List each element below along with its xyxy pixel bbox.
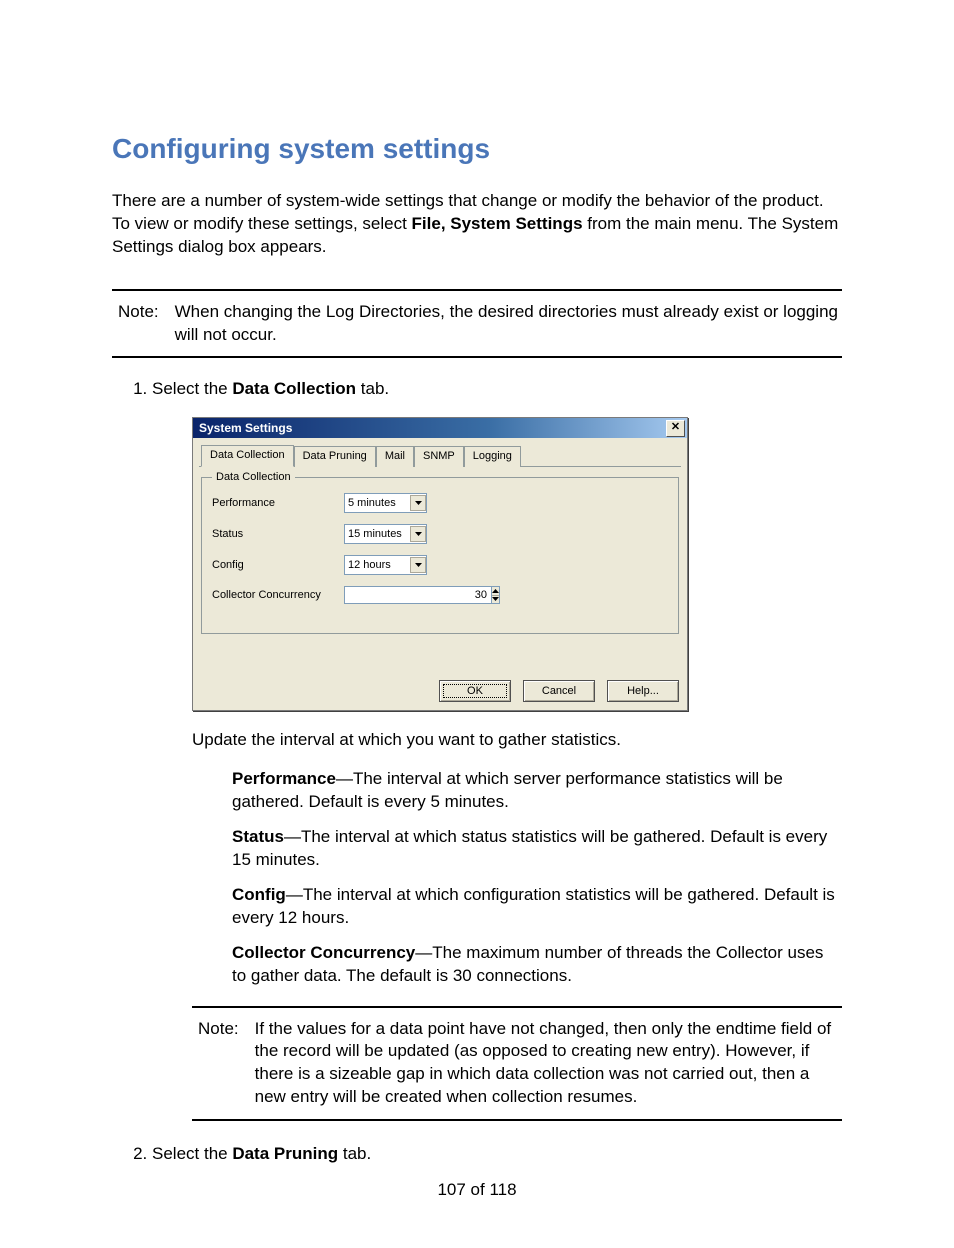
def-config-term: Config [232,885,286,904]
chevron-down-icon [410,526,426,542]
def-performance: Performance—The interval at which server… [232,768,842,814]
chevron-down-icon [410,495,426,511]
note-label: Note: [192,1018,239,1110]
step2-bold: Data Pruning [232,1144,338,1163]
step2-post: tab. [338,1144,371,1163]
note-label: Note: [112,301,159,347]
system-settings-dialog: System Settings ✕ Data Collection Data P… [192,417,688,711]
spin-down-button[interactable] [492,595,499,604]
fieldset-legend: Data Collection [212,470,295,485]
after-dialog-text: Update the interval at which you want to… [192,729,842,752]
step-2: Select the Data Pruning tab. [152,1143,842,1166]
def-config: Config—The interval at which configurati… [232,884,842,930]
concurrency-input[interactable] [344,586,491,604]
config-value: 12 hours [348,558,391,573]
close-button[interactable]: ✕ [666,420,685,437]
concurrency-spinner[interactable] [344,586,422,604]
tab-snmp[interactable]: SNMP [414,446,464,467]
step2-pre: Select the [152,1144,232,1163]
tab-logging[interactable]: Logging [464,446,521,467]
performance-label: Performance [212,496,344,511]
def-performance-term: Performance [232,769,336,788]
tab-mail[interactable]: Mail [376,446,414,467]
status-label: Status [212,527,344,542]
chevron-down-icon [410,557,426,573]
config-label: Config [212,558,344,573]
status-value: 15 minutes [348,527,402,542]
step1-bold: Data Collection [232,379,356,398]
page-heading: Configuring system settings [112,130,842,168]
intro-text-bold: File, System Settings [412,214,583,233]
performance-value: 5 minutes [348,496,396,511]
def-status: Status—The interval at which status stat… [232,826,842,872]
tab-data-pruning[interactable]: Data Pruning [294,446,376,467]
def-concurrency: Collector Concurrency—The maximum number… [232,942,842,988]
dialog-titlebar: System Settings ✕ [193,418,687,438]
data-collection-fieldset: Data Collection Performance 5 minutes [201,477,679,634]
page-number: 107 of 118 [0,1179,954,1202]
intro-paragraph: There are a number of system-wide settin… [112,190,842,259]
step1-post: tab. [356,379,389,398]
config-dropdown[interactable]: 12 hours [344,555,427,575]
spin-up-button[interactable] [492,587,499,595]
tab-row: Data Collection Data Pruning Mail SNMP L… [199,444,681,467]
status-dropdown[interactable]: 15 minutes [344,524,427,544]
step1-pre: Select the [152,379,232,398]
concurrency-label: Collector Concurrency [212,588,344,603]
note-text: When changing the Log Directories, the d… [175,301,842,347]
def-config-desc: —The interval at which configuration sta… [232,885,835,927]
ok-button[interactable]: OK [439,680,511,702]
close-icon: ✕ [671,421,680,433]
def-status-term: Status [232,827,284,846]
note-block-1: Note: When changing the Log Directories,… [112,289,842,359]
help-button[interactable]: Help... [607,680,679,702]
def-concurrency-term: Collector Concurrency [232,943,415,962]
dialog-title: System Settings [199,420,292,436]
step-1: Select the Data Collection tab. System S… [152,378,842,1121]
performance-dropdown[interactable]: 5 minutes [344,493,427,513]
note-block-2: Note: If the values for a data point hav… [192,1006,842,1122]
note-text: If the values for a data point have not … [255,1018,842,1110]
tab-data-collection[interactable]: Data Collection [201,445,294,467]
cancel-button[interactable]: Cancel [523,680,595,702]
def-status-desc: —The interval at which status statistics… [232,827,827,869]
